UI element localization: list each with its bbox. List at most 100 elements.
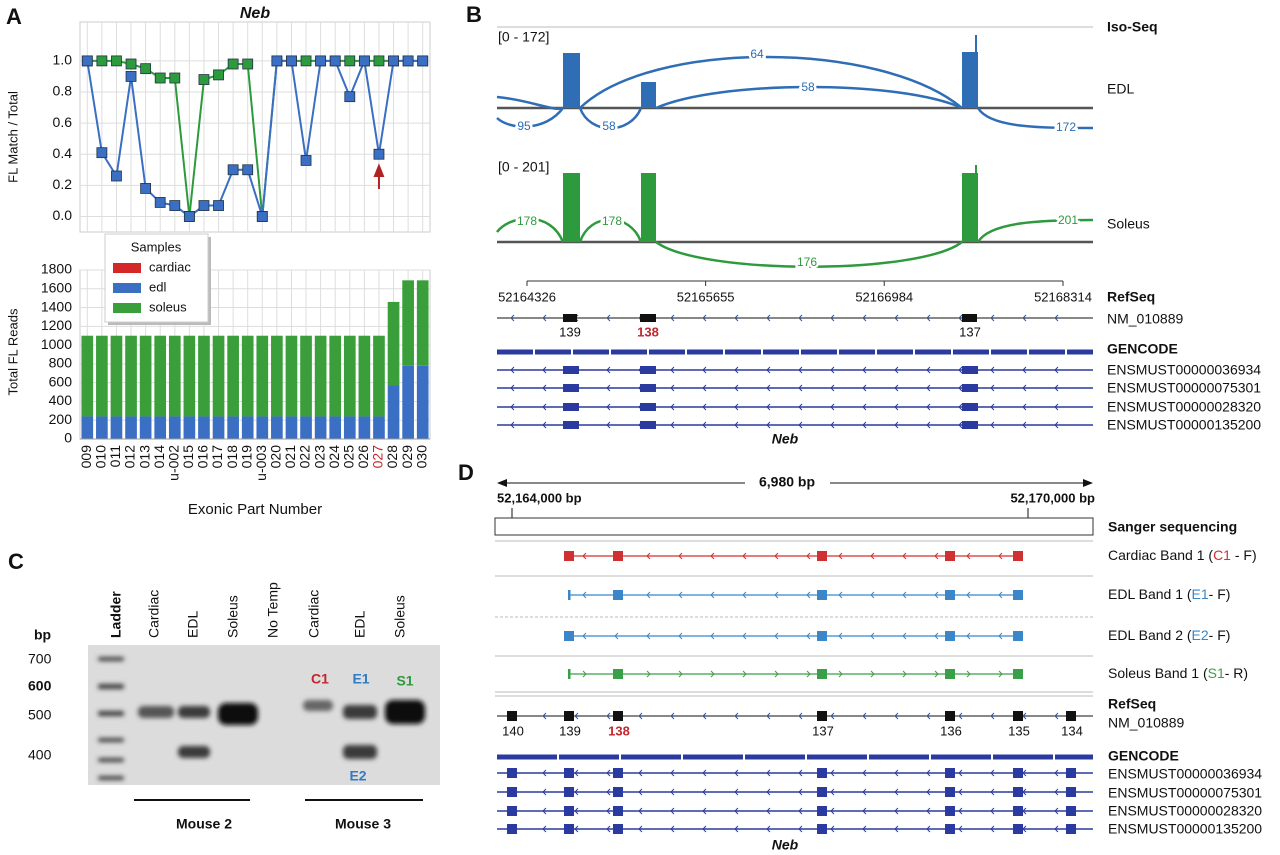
strand-chevron — [614, 632, 619, 640]
exon — [564, 768, 574, 778]
panel-b: Iso-Seq [0 - 172] EDL 95 58 64 58 172 [0… — [496, 19, 1261, 447]
exon — [563, 366, 579, 374]
strand-chevron — [766, 769, 771, 777]
bar-segment — [402, 365, 414, 439]
strand-chevron — [830, 403, 835, 411]
x-tick-label: 024 — [326, 445, 342, 469]
strand-chevron — [870, 632, 875, 640]
strand-chevron — [678, 632, 683, 640]
strand-chevron — [542, 384, 547, 392]
exon-number: 134 — [1061, 723, 1083, 738]
marker — [300, 55, 312, 67]
strand-chevron — [734, 712, 739, 720]
bar-segment — [110, 416, 123, 439]
strand-chevron — [734, 384, 739, 392]
strand-chevron — [862, 314, 867, 322]
strand-chevron — [806, 591, 811, 599]
sample-band — [178, 706, 210, 718]
exon — [817, 711, 827, 721]
strand-chevron — [734, 366, 739, 374]
strand-chevron — [990, 403, 995, 411]
y-tick-label: 0.8 — [53, 83, 73, 99]
strand-chevron — [902, 670, 907, 678]
exon — [1013, 787, 1023, 797]
x-tick-label: 014 — [151, 445, 167, 469]
panel-letter: D — [458, 460, 474, 485]
exon — [564, 824, 574, 834]
exon-number: 139 — [559, 324, 581, 339]
strand-chevron — [926, 366, 931, 374]
band-name: Cardiac Band 1 (C1 - F) — [1108, 547, 1257, 563]
track-title: Iso-Seq — [1107, 19, 1158, 35]
track-title: GENCODE — [1107, 341, 1178, 357]
strand-chevron — [702, 712, 707, 720]
marker — [388, 55, 399, 67]
exon-number: 138 — [608, 723, 630, 738]
exon — [817, 768, 827, 778]
strand-chevron — [734, 314, 739, 322]
marker — [125, 58, 137, 70]
junction-count: 176 — [797, 255, 817, 269]
strand-chevron — [1054, 712, 1059, 720]
bar-segment — [300, 335, 312, 417]
x-tick-label: 015 — [180, 445, 196, 469]
strand-chevron — [806, 552, 811, 560]
marker — [227, 58, 239, 70]
junction-arc — [655, 240, 963, 268]
marker — [81, 55, 93, 67]
ladder-band — [98, 684, 124, 689]
strand-chevron — [510, 384, 515, 392]
strand-chevron — [1054, 825, 1059, 833]
bar-segment — [154, 335, 167, 417]
bar-segment — [241, 335, 254, 417]
y-tick-label: 1800 — [41, 261, 72, 277]
marker — [140, 63, 152, 75]
band-name: EDL Band 1 (E1- F) — [1108, 586, 1230, 602]
exon — [613, 824, 623, 834]
strand-chevron — [830, 314, 835, 322]
strand-chevron — [702, 366, 707, 374]
strand-chevron — [990, 769, 995, 777]
strand-chevron — [606, 366, 611, 374]
marker — [242, 58, 254, 70]
strand-chevron — [798, 366, 803, 374]
track-title: RefSeq — [1107, 289, 1155, 305]
strand-chevron — [646, 591, 651, 599]
junction-arc — [976, 107, 1094, 130]
junction-arc — [578, 107, 643, 130]
coverage — [563, 35, 978, 108]
strand-chevron — [766, 788, 771, 796]
sanger-tracks: Cardiac Band 1 (C1 - F) EDL Band 1 (E1- F… — [564, 547, 1257, 681]
strand-chevron — [542, 807, 547, 815]
bar-segment — [227, 335, 239, 417]
junction-arc — [579, 55, 963, 109]
marker — [213, 200, 224, 211]
strand-chevron — [902, 591, 907, 599]
strand-chevron — [1054, 314, 1059, 322]
sample-band — [178, 746, 210, 758]
band-name-part: S1 — [1208, 665, 1225, 681]
marker — [213, 69, 224, 81]
transcript-name: ENSMUST00000075301 — [1107, 380, 1261, 396]
strand-chevron — [830, 788, 835, 796]
exon — [1013, 711, 1023, 721]
marker — [154, 197, 166, 208]
junction-count: 172 — [1056, 120, 1076, 134]
x-tick-label: 009 — [78, 445, 94, 469]
strand-chevron — [1054, 366, 1059, 374]
strand-chevron — [894, 403, 899, 411]
y-tick-label: 600 — [49, 373, 73, 389]
strand-chevron — [766, 421, 771, 429]
exon — [945, 551, 955, 561]
strand-chevron — [798, 403, 803, 411]
strand-chevron — [966, 591, 971, 599]
bar-segment — [329, 416, 342, 439]
strand-chevron — [766, 825, 771, 833]
band-name-part: - F) — [1209, 627, 1231, 643]
strand-chevron — [870, 552, 875, 560]
marker — [286, 55, 297, 67]
strand-chevron — [1054, 769, 1059, 777]
strand-chevron — [966, 670, 971, 678]
strand-chevron — [542, 403, 547, 411]
strand-chevron — [582, 670, 587, 678]
